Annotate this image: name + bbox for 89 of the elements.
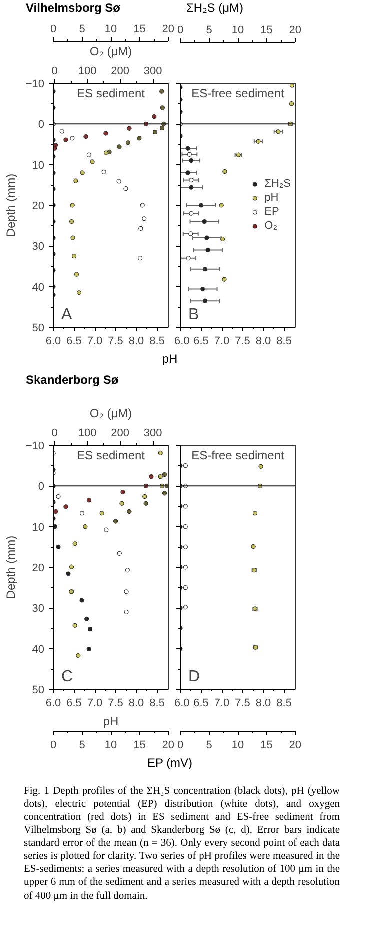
x-tick-label: 6.5 [66,336,82,348]
x-tick-label: 0 [52,428,58,440]
legend-label: O₂ [264,220,278,232]
x-axis-title: O₂ (μM) [90,44,132,59]
y-tick-label: 30 [32,604,45,616]
x-tick-label: 6.0 [174,336,190,348]
chart-subtitle: ES sediment [76,86,146,101]
x2-tick-label: 10 [104,740,118,752]
x-axis-title: pH [161,351,179,368]
x2-tick-label: 5 [206,24,212,37]
y-tick-label: 30 [32,241,45,254]
x-tick-label: 100 [78,428,97,440]
chart-title: Vilhelmsborg Sø [25,0,122,17]
x-tick-label: 100 [78,66,97,78]
x-tick-label: 300 [144,428,162,440]
x2-tick-label: 5 [79,24,86,36]
x2-tick-label: 15 [134,24,146,36]
x2-tick-label: 10 [232,740,244,752]
y-tick-label: −10 [26,440,45,453]
x-tick-label: 6.0 [174,698,190,710]
x-tick-label: 0 [52,66,58,78]
annotation: A [62,306,72,324]
x-tick-label: 7.0 [214,698,230,710]
y-tick-label: 50 [32,684,45,697]
chart-subtitle: ES sediment [76,448,146,463]
x2-tick-label: 20 [289,24,302,37]
x-axis-title: pH [103,714,119,729]
x-tick-label: 300 [144,66,162,78]
x-tick-label: 6.5 [194,336,209,348]
x-tick-label: 6.0 [46,336,62,348]
y-axis-title: Depth (mm) [4,174,18,238]
y-tick-label: 10 [32,160,45,172]
x2-tick-label: 15 [134,740,146,752]
x-tick-label: 8.0 [128,698,144,710]
y-tick-label: −10 [26,78,45,91]
x-tick-label: 8.5 [276,698,292,710]
x-tick-label: 7.5 [108,698,124,710]
annotation: B [188,306,200,324]
annotation: D [188,668,200,686]
y-tick-label: 0 [38,482,45,494]
x2-tick-label: 15 [260,740,273,752]
x2-tick-label: 0 [50,24,57,36]
x-axis-title: O₂ (μM) [90,406,132,421]
x2-tick-label: 15 [260,24,273,37]
x-tick-label: 7.0 [87,698,103,710]
x-tick-label: 8.0 [256,698,272,710]
x-tick-label: 7.5 [235,336,250,348]
y-tick-label: 10 [32,522,45,534]
chart-subtitle: ES-free sediment [192,448,286,463]
y-tick-label: 0 [38,119,45,132]
y-axis-title: Depth (mm) [4,536,18,600]
x2-tick-label: 5 [79,740,86,752]
x-tick-label: 7.0 [214,336,230,348]
x2-axis-title: EP (mV) [146,755,194,772]
y-tick-label: 20 [32,200,45,213]
x2-tick-label: 20 [289,740,302,752]
x-tick-label: 7.5 [108,336,124,348]
x2-tick-label: 20 [162,740,175,752]
x2-tick-label: 0 [177,24,184,37]
chart-subtitle: ES-free sediment [192,86,286,101]
text: Fig. 1 Depth profiles of the ΣH₂S concentration (black dots), pH (yellow dots), electric potential (EP) distribution (white dots), and oxygen concentration (red dots) in ES sediment and ES-free sediment from Vilhelmsborg Sø (a, b) and Skanderborg Sø (c, d). Error bars indicate standard error of the mean (n = 36). Only every second point of each data series is plotted for clarity. Two series of pH profiles were measured in the ES-sediments: a series measured with a depth resolution of 100 μm in the upper 6 mm of the sediment and a series measured with a depth resolution of 400 μm in the full domain. [24,786,340,902]
x-tick-label: 8.0 [128,336,144,348]
x2-tick-label: 20 [162,24,175,36]
y-tick-label: 40 [32,644,45,656]
annotation: C [62,668,74,686]
x-tick-label: 7.5 [235,698,250,710]
x2-tick-label: 10 [104,24,118,36]
x-tick-label: 200 [111,428,130,440]
x-tick-label: 7.0 [87,336,103,348]
y-tick-label: 50 [32,322,45,335]
x2-tick-label: 10 [232,24,244,37]
x-tick-label: 200 [111,66,130,78]
x-tick-label: 8.5 [150,336,165,348]
x-tick-label: 6.0 [46,698,62,710]
x2-axis-title: ΣH₂S (μM) [186,0,244,17]
legend-label: pH [264,192,280,204]
x2-tick-label: 0 [177,740,184,752]
x-tick-label: 8.5 [150,698,165,710]
x-tick-label: 6.5 [66,698,82,710]
y-tick-label: 40 [32,282,45,294]
legend-label: ΣH₂S [264,178,291,190]
x-tick-label: 8.5 [276,336,292,348]
x-tick-label: 6.5 [194,698,209,710]
y-tick-label: 20 [32,562,45,575]
x2-tick-label: 0 [50,740,57,752]
x2-tick-label: 5 [206,740,212,752]
legend-label: EP [264,206,280,218]
x-tick-label: 8.0 [256,336,272,348]
chart-title: Skanderborg Sø [25,372,120,390]
